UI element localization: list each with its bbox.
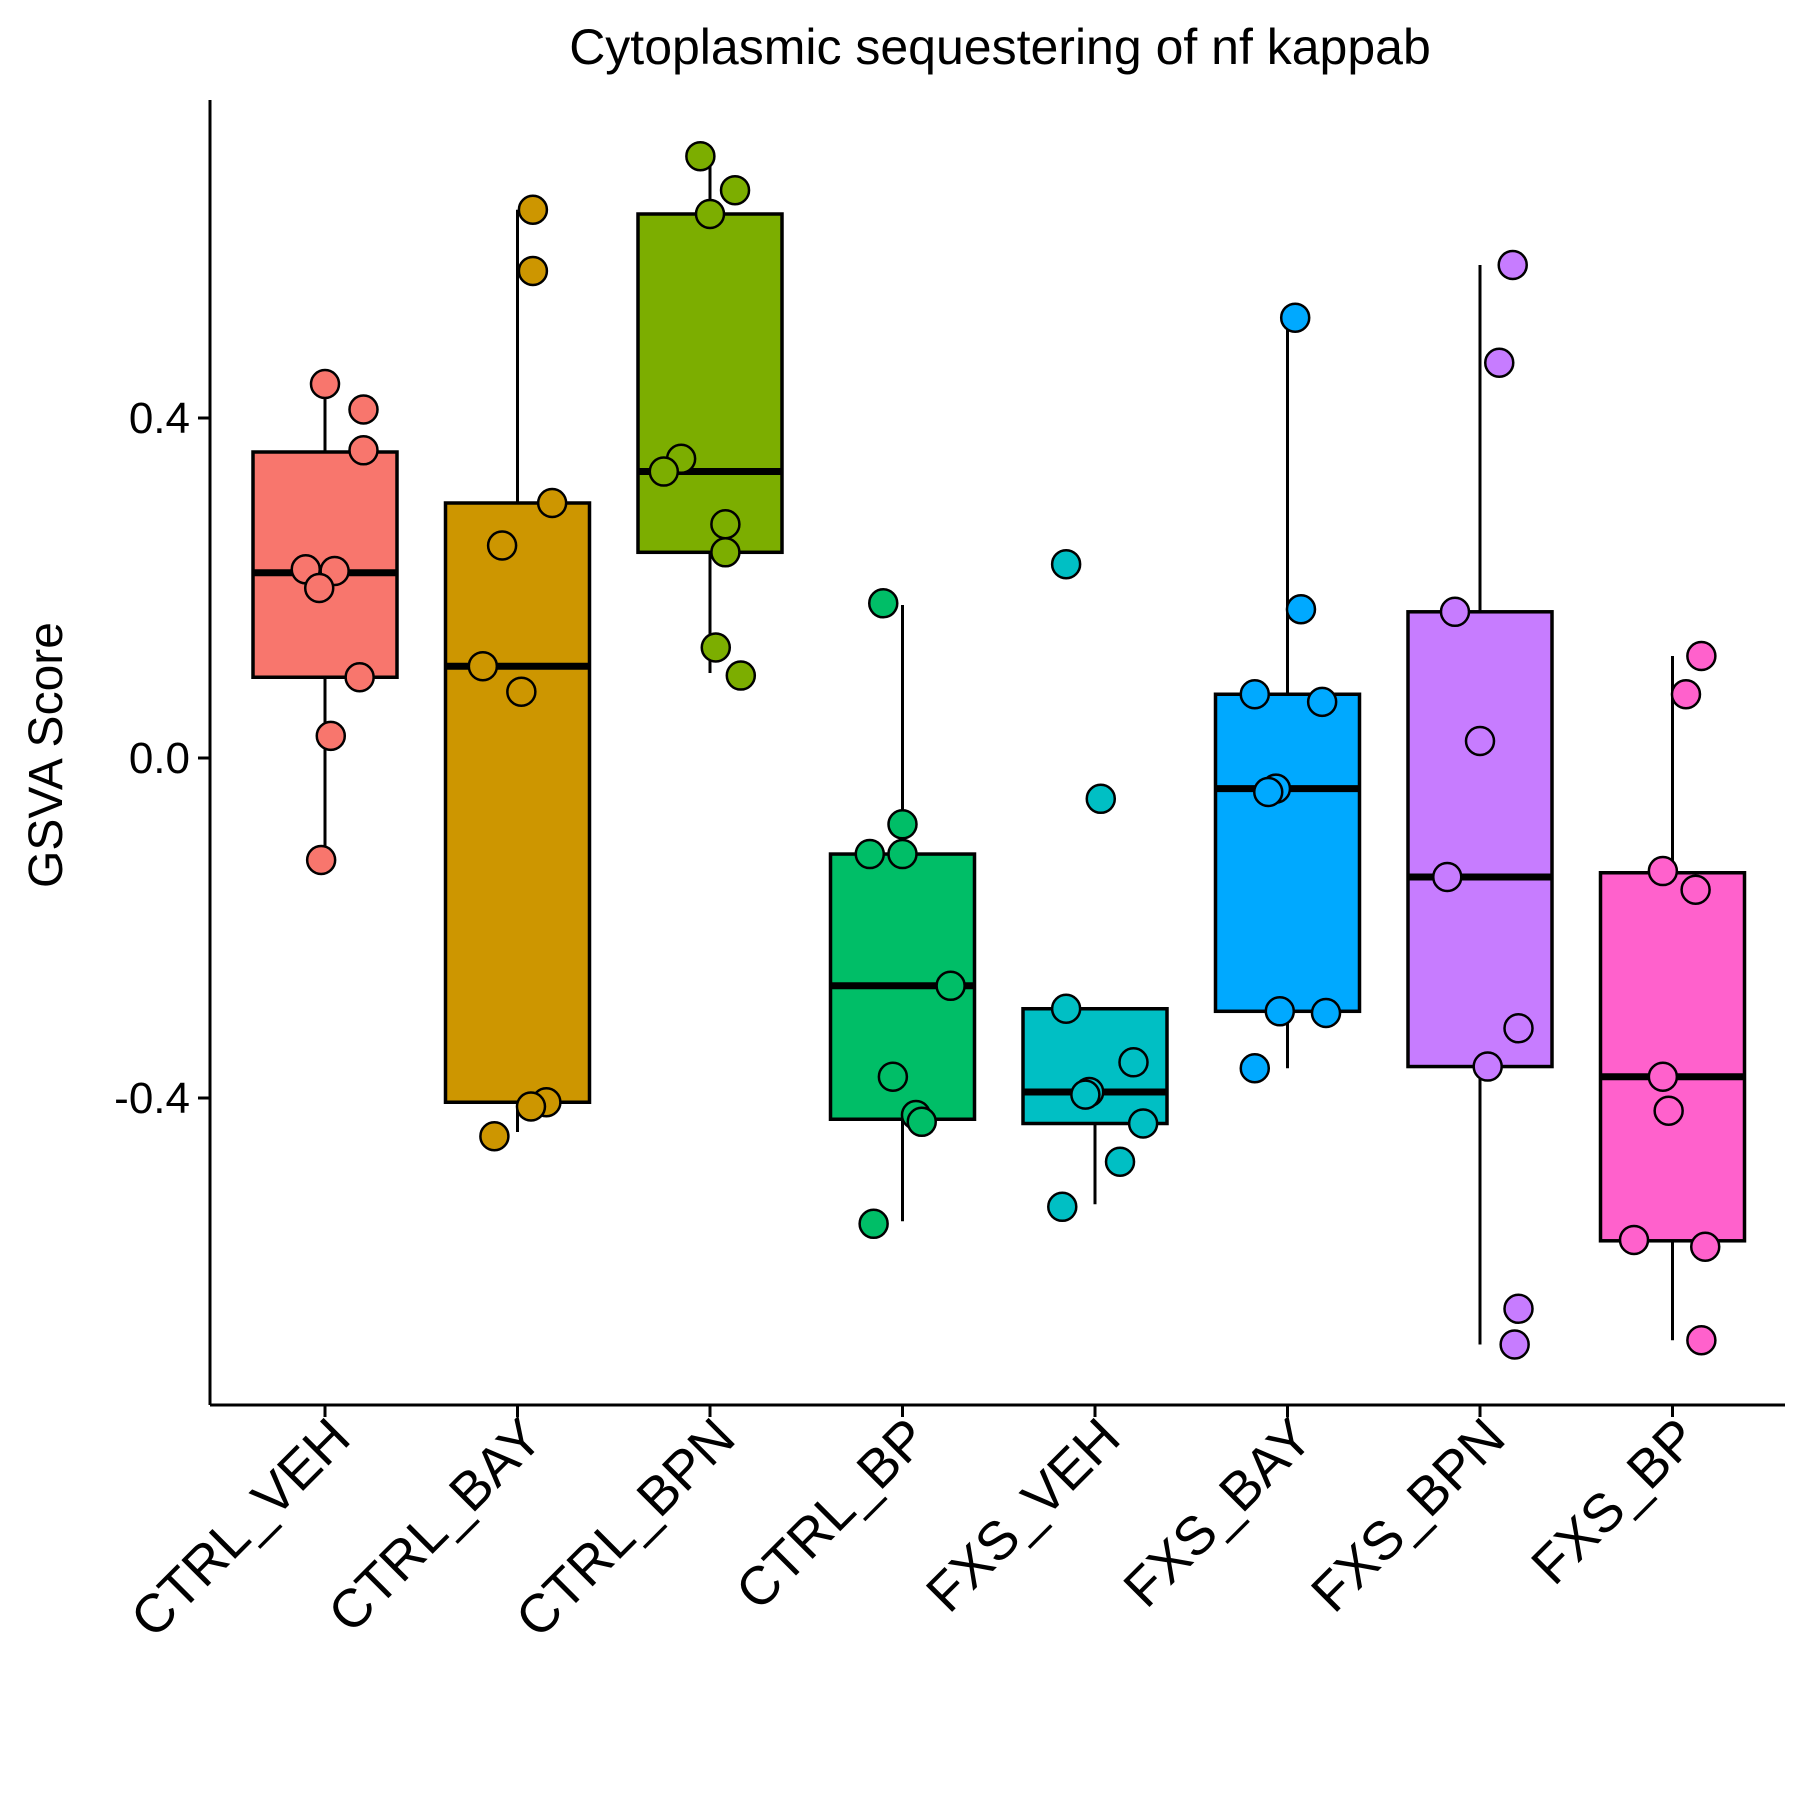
box-ctrl_veh bbox=[251, 450, 399, 679]
data-point bbox=[467, 650, 499, 682]
x-tick-label: CTRL_VEH bbox=[120, 1407, 362, 1649]
data-point bbox=[348, 394, 379, 425]
data-point bbox=[1653, 1095, 1684, 1126]
data-point bbox=[515, 1091, 547, 1122]
data-point bbox=[1104, 1146, 1136, 1177]
data-point bbox=[1239, 1053, 1271, 1084]
data-point bbox=[648, 456, 680, 487]
y-axis-title: GSVA Score bbox=[20, 622, 73, 888]
data-point bbox=[1306, 686, 1338, 718]
data-point bbox=[1647, 1061, 1679, 1092]
data-point bbox=[1118, 1047, 1149, 1078]
x-tick-label: FXS_VEH bbox=[915, 1407, 1131, 1623]
data-point bbox=[303, 572, 335, 604]
data-point bbox=[710, 509, 741, 540]
data-point bbox=[1264, 996, 1296, 1027]
data-point bbox=[1618, 1224, 1650, 1256]
data-point bbox=[1127, 1108, 1159, 1139]
data-point bbox=[1686, 1325, 1717, 1356]
data-point bbox=[685, 140, 716, 172]
data-point bbox=[305, 844, 337, 876]
data-point bbox=[877, 1061, 909, 1092]
data-point bbox=[1050, 548, 1082, 580]
data-point bbox=[1647, 855, 1679, 887]
data-point bbox=[868, 588, 899, 619]
box-ctrl_bay bbox=[443, 501, 592, 1104]
x-tick-label: FXS_BPN bbox=[1300, 1407, 1516, 1623]
data-point bbox=[1503, 1013, 1534, 1044]
data-point bbox=[344, 662, 375, 693]
data-point bbox=[517, 255, 549, 287]
data-point bbox=[1239, 679, 1271, 710]
x-tick-label: FXS_BAY bbox=[1112, 1407, 1324, 1619]
data-point bbox=[1047, 1191, 1078, 1223]
data-point bbox=[858, 1208, 889, 1240]
data-point bbox=[1484, 347, 1515, 378]
data-point bbox=[348, 435, 379, 466]
data-point bbox=[1680, 874, 1711, 905]
chart-title: Cytoplasmic sequestering of nf kappab bbox=[569, 19, 1431, 75]
data-point bbox=[906, 1106, 937, 1138]
box-ctrl_bpn bbox=[636, 212, 784, 555]
data-point bbox=[1050, 993, 1082, 1024]
data-point bbox=[1279, 302, 1311, 333]
data-point bbox=[935, 970, 966, 1002]
data-point bbox=[486, 530, 518, 561]
data-point bbox=[315, 720, 347, 752]
data-point bbox=[719, 174, 751, 206]
data-point bbox=[1439, 596, 1471, 628]
data-point bbox=[517, 194, 549, 225]
data-point bbox=[700, 632, 732, 663]
data-point bbox=[694, 198, 726, 230]
data-point bbox=[1464, 725, 1496, 757]
data-point bbox=[1285, 594, 1317, 625]
data-point bbox=[725, 660, 757, 691]
data-point bbox=[710, 537, 741, 568]
data-point bbox=[1497, 249, 1528, 281]
data-point bbox=[1686, 640, 1717, 672]
data-point bbox=[309, 368, 341, 400]
data-point bbox=[479, 1121, 510, 1152]
data-point bbox=[1670, 679, 1702, 710]
data-point bbox=[887, 809, 918, 840]
data-point bbox=[1432, 861, 1463, 893]
data-point bbox=[1472, 1051, 1503, 1082]
data-point bbox=[1085, 783, 1117, 815]
box-fxs_bpn bbox=[1406, 610, 1554, 1069]
y-tick-label: 0.0 bbox=[129, 734, 190, 783]
data-point bbox=[1499, 1329, 1530, 1360]
data-point bbox=[1070, 1079, 1101, 1110]
box-fxs_bp bbox=[1598, 871, 1747, 1243]
y-tick-label: 0.4 bbox=[129, 394, 190, 443]
data-point bbox=[1689, 1231, 1721, 1262]
y-tick-label: -0.4 bbox=[114, 1074, 190, 1123]
plot-area: -0.40.00.4CTRL_VEHCTRL_BAYCTRL_BPNCTRL_B… bbox=[114, 100, 1785, 1649]
data-point bbox=[854, 838, 886, 870]
data-point bbox=[1310, 997, 1342, 1029]
data-point bbox=[506, 676, 537, 707]
data-point bbox=[1253, 776, 1284, 808]
x-tick-label: FXS_BP bbox=[1520, 1407, 1709, 1596]
data-point bbox=[536, 487, 568, 519]
data-point bbox=[887, 838, 918, 870]
x-tick-label: CTRL_BP bbox=[725, 1407, 939, 1621]
box-fxs_bay bbox=[1213, 692, 1362, 1014]
data-point bbox=[1503, 1293, 1534, 1325]
